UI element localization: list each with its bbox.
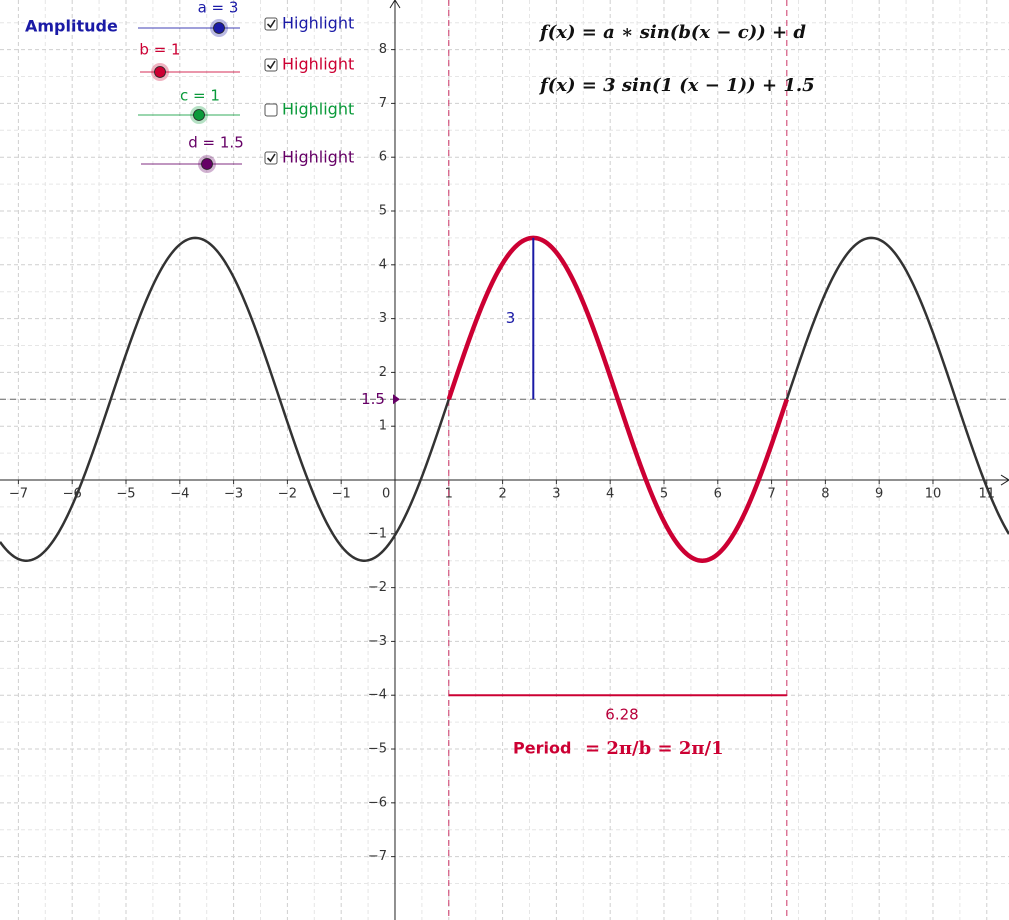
y-tick-label: 5: [379, 204, 387, 219]
y-axis-arrow: [389, 0, 401, 9]
slider-label: b = 1: [139, 41, 180, 59]
y-tick-label: −6: [368, 795, 387, 810]
period-formula: = 2π/b = 2π/1: [585, 738, 724, 759]
checkbox[interactable]: [264, 151, 278, 165]
x-axis-arrow: [1000, 474, 1009, 486]
checkbox-label[interactable]: Highlight: [282, 55, 354, 74]
slider-knob[interactable]: [154, 66, 166, 78]
origin-label: 0: [382, 487, 390, 502]
checkmark: [266, 153, 276, 163]
y-tick-label: 6: [379, 150, 387, 165]
y-tick-label: 3: [379, 311, 387, 326]
y-tick-label: 8: [379, 42, 387, 57]
x-tick-label: −5: [116, 487, 135, 502]
x-tick-label: −4: [170, 487, 189, 502]
checkmark: [266, 60, 276, 70]
x-tick-label: 8: [821, 487, 829, 502]
checkbox-label[interactable]: Highlight: [282, 14, 354, 33]
x-tick-label: 6: [714, 487, 722, 502]
formula-specific: f(x) = 3 sin(1 (x − 1)) + 1.5: [538, 75, 815, 96]
slider-knob[interactable]: [201, 158, 213, 170]
checkbox-label[interactable]: Highlight: [282, 100, 354, 119]
x-tick-label: 7: [767, 487, 775, 502]
checkbox[interactable]: [264, 103, 278, 117]
y-tick-label: 4: [379, 257, 387, 272]
checkbox[interactable]: [264, 58, 278, 72]
checkbox-label[interactable]: Highlight: [282, 148, 354, 167]
x-tick-label: 4: [606, 487, 614, 502]
y-tick-label: −4: [368, 688, 387, 703]
x-tick-label: 10: [925, 487, 942, 502]
period-label: Period: [513, 739, 571, 758]
checkmark: [266, 19, 276, 29]
y-tick-label: −7: [368, 849, 387, 864]
y-tick-label: −3: [368, 634, 387, 649]
x-tick-label: −2: [278, 487, 297, 502]
slider-knob[interactable]: [193, 109, 205, 121]
x-tick-label: −3: [224, 487, 243, 502]
y-tick-label: −2: [368, 580, 387, 595]
y-tick-label: 1: [379, 419, 387, 434]
x-tick-label: 3: [552, 487, 560, 502]
slider-knob[interactable]: [213, 22, 225, 34]
formula-general: f(x) = a ∗ sin(b(x − c)) + d: [538, 22, 806, 43]
slider-label: a = 3: [198, 0, 239, 17]
slider-label: c = 1: [180, 87, 220, 105]
x-tick-label: 5: [660, 487, 668, 502]
x-tick-label: −1: [332, 487, 351, 502]
midline-marker: [392, 394, 400, 405]
y-tick-label: 7: [379, 96, 387, 111]
midline-label: 1.5: [361, 390, 385, 408]
y-tick-label: −1: [368, 526, 387, 541]
x-tick-label: −7: [9, 487, 28, 502]
slider-label: d = 1.5: [188, 134, 243, 152]
y-tick-label: 2: [379, 365, 387, 380]
checkbox[interactable]: [264, 17, 278, 31]
highlighted-period: [446, 235, 789, 563]
x-tick-label: 9: [875, 487, 883, 502]
x-tick-label: 2: [498, 487, 506, 502]
x-tick-label: −6: [63, 487, 82, 502]
amplitude-label: 3: [506, 309, 516, 327]
panel-title: Amplitude: [25, 17, 118, 36]
y-tick-label: −5: [368, 742, 387, 757]
period-length-label: 6.28: [605, 706, 638, 724]
